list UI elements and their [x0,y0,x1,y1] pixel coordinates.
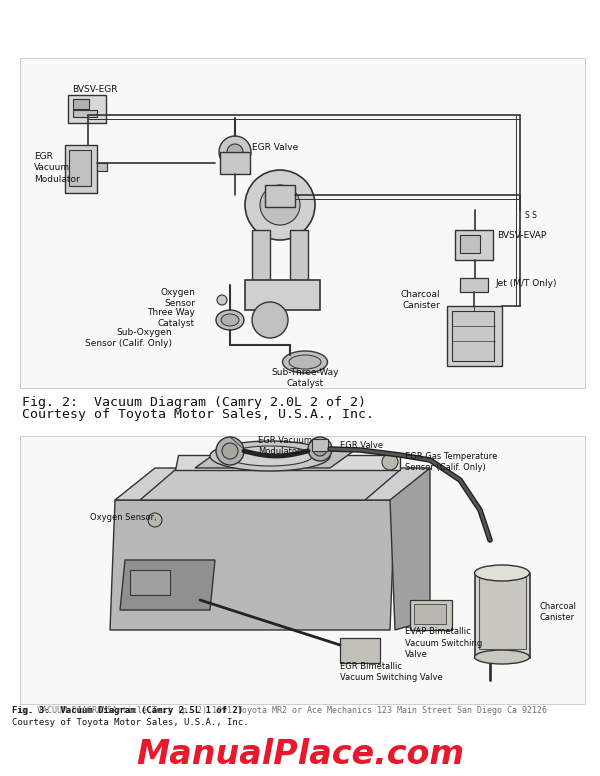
Circle shape [219,136,251,168]
Bar [69,150,91,186]
Circle shape [148,513,162,527]
Text: EGR
Vacuum
Modulator: EGR Vacuum Modulator [34,152,80,184]
Text: Three Way
Catalyst: Three Way Catalyst [147,308,195,328]
Ellipse shape [283,351,328,373]
Polygon shape [175,455,400,470]
Text: Fig. VACUUM DIAGRAMSArticle Text (p. 2) 1991 Toyota MR2 or Ace Mechanics 123 Mai: Fig. VACUUM DIAGRAMSArticle Text (p. 2) … [12,706,547,715]
Bar [252,230,270,285]
Circle shape [252,302,288,338]
Circle shape [217,295,227,305]
Bar [410,600,452,630]
Polygon shape [115,468,430,500]
Text: Fig. 3:  Vacuum Diagram (Camry 2.5L 1 of 2): Fig. 3: Vacuum Diagram (Camry 2.5L 1 of … [12,706,243,715]
Bar [130,570,170,595]
Bar [20,436,585,704]
Polygon shape [140,470,400,500]
Bar [73,99,89,109]
Polygon shape [390,468,430,630]
Circle shape [260,185,300,225]
Circle shape [308,437,332,461]
Bar [220,152,250,174]
Text: Charcoal
Canister: Charcoal Canister [540,602,577,622]
Bar [475,573,530,658]
Text: Courtesy of Toyota Motor Sales, U.S.A., Inc.: Courtesy of Toyota Motor Sales, U.S.A., … [22,408,374,421]
Text: EVAP Bimetallic
Vacuum Switching
Valve: EVAP Bimetallic Vacuum Switching Valve [405,628,482,659]
Text: Oxygen
Sensor: Oxygen Sensor [160,288,195,308]
Text: BVSV-EVAP: BVSV-EVAP [497,230,546,240]
Text: Oxygen Sensor: Oxygen Sensor [90,514,154,522]
Text: EGR Valve: EGR Valve [340,441,383,449]
Bar [312,439,328,451]
Circle shape [222,443,238,459]
Polygon shape [110,500,395,630]
Bar [460,278,488,292]
Circle shape [227,144,243,160]
Bar [460,235,480,253]
Text: Sub-Three-Way
Catalyst: Sub-Three-Way Catalyst [271,368,339,388]
Ellipse shape [227,446,313,466]
Text: EGR Bimetallic
Vacuum Switching Valve: EGR Bimetallic Vacuum Switching Valve [340,662,443,682]
Text: BVSV-EGR: BVSV-EGR [72,85,118,95]
Text: EGR Valve: EGR Valve [252,144,298,153]
Text: EGR Vacuum
Modulator: EGR Vacuum Modulator [258,436,312,456]
Bar [68,95,106,123]
Text: Courtesy of Toyota Motor Sales, U.S.A., Inc.: Courtesy of Toyota Motor Sales, U.S.A., … [12,718,248,727]
Text: Sub-Oxygen
Sensor (Calif. Only): Sub-Oxygen Sensor (Calif. Only) [85,328,172,348]
Text: Fig. 2:  Vacuum Diagram (Camry 2.0L 2 of 2): Fig. 2: Vacuum Diagram (Camry 2.0L 2 of … [22,396,366,409]
Text: Charcoal
Canister: Charcoal Canister [400,290,440,310]
Ellipse shape [289,355,321,369]
Bar [455,230,493,260]
Circle shape [382,454,398,470]
Ellipse shape [475,565,530,581]
Bar [73,110,97,117]
Circle shape [216,437,244,465]
Polygon shape [195,450,355,468]
Bar [20,58,585,388]
Bar [452,311,494,361]
Circle shape [245,170,315,240]
Bar [479,577,526,649]
Circle shape [313,442,327,456]
Text: Jet (M/T Only): Jet (M/T Only) [495,279,557,289]
Ellipse shape [475,650,530,664]
Bar [265,185,295,207]
Text: S S: S S [525,210,537,220]
Polygon shape [120,560,215,610]
Bar [447,306,502,366]
Bar [97,163,107,171]
Ellipse shape [221,314,239,326]
Text: EGR Gas Temperature
Sensor (Calif. Only): EGR Gas Temperature Sensor (Calif. Only) [405,452,497,472]
Bar [290,230,308,285]
Bar [245,280,320,310]
Bar [414,604,446,624]
Text: ManualPlace.com: ManualPlace.com [136,739,464,771]
Bar [340,638,380,663]
Ellipse shape [210,441,330,471]
Ellipse shape [216,310,244,330]
Bar [65,145,97,193]
